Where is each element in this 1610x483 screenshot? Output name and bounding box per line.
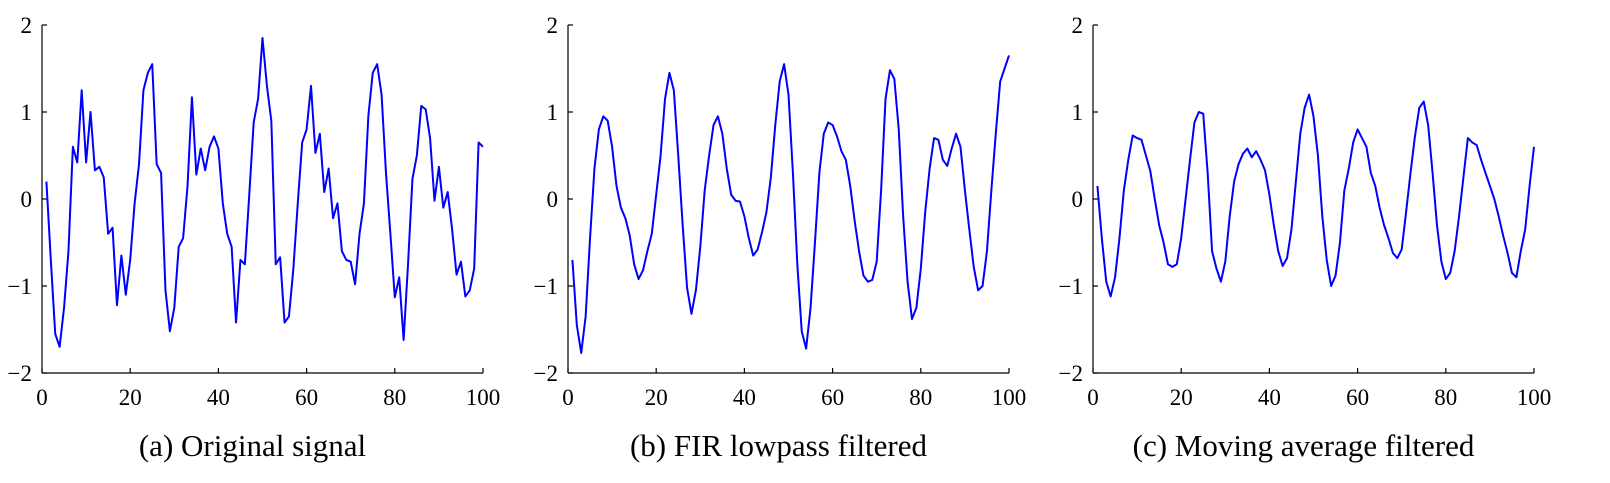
signal-line bbox=[1096, 93, 1535, 298]
y-tick-label: 0 bbox=[547, 187, 559, 212]
x-tick-label: 80 bbox=[383, 385, 406, 410]
y-tick-label: 1 bbox=[21, 100, 33, 125]
y-tick-label: −1 bbox=[8, 274, 32, 299]
y-tick-label: −1 bbox=[534, 274, 558, 299]
y-tick-label: −2 bbox=[1059, 361, 1083, 386]
y-tick-label: 1 bbox=[1072, 100, 1084, 125]
x-tick-label: 20 bbox=[645, 385, 668, 410]
x-tick-label: 100 bbox=[466, 385, 501, 410]
panel-title: (a) Original signal bbox=[139, 428, 366, 463]
x-tick-label: 40 bbox=[1258, 385, 1281, 410]
x-tick-label: 40 bbox=[733, 385, 756, 410]
x-tick-label: 100 bbox=[992, 385, 1027, 410]
x-tick-label: 100 bbox=[1517, 385, 1552, 410]
y-tick-label: 2 bbox=[547, 13, 559, 38]
x-tick-label: 0 bbox=[1087, 385, 1099, 410]
x-tick-label: 20 bbox=[119, 385, 142, 410]
y-tick-label: 2 bbox=[1072, 13, 1084, 38]
signal-line bbox=[45, 37, 484, 348]
x-tick-label: 40 bbox=[207, 385, 230, 410]
x-tick-label: 0 bbox=[36, 385, 48, 410]
x-tick-label: 60 bbox=[295, 385, 318, 410]
signal-line bbox=[571, 55, 1010, 354]
y-tick-label: −1 bbox=[1059, 274, 1083, 299]
y-tick-label: 2 bbox=[21, 13, 33, 38]
panel-title: (c) Moving average filtered bbox=[1133, 428, 1475, 463]
x-tick-label: 80 bbox=[909, 385, 932, 410]
x-tick-label: 0 bbox=[562, 385, 574, 410]
x-tick-label: 80 bbox=[1434, 385, 1457, 410]
x-tick-label: 60 bbox=[821, 385, 844, 410]
y-tick-label: 1 bbox=[547, 100, 559, 125]
x-tick-label: 60 bbox=[1346, 385, 1369, 410]
y-tick-label: 0 bbox=[1072, 187, 1084, 212]
y-tick-label: −2 bbox=[8, 361, 32, 386]
x-tick-label: 20 bbox=[1170, 385, 1193, 410]
y-tick-label: 0 bbox=[21, 187, 33, 212]
panel-title: (b) FIR lowpass filtered bbox=[630, 428, 928, 463]
y-tick-label: −2 bbox=[534, 361, 558, 386]
